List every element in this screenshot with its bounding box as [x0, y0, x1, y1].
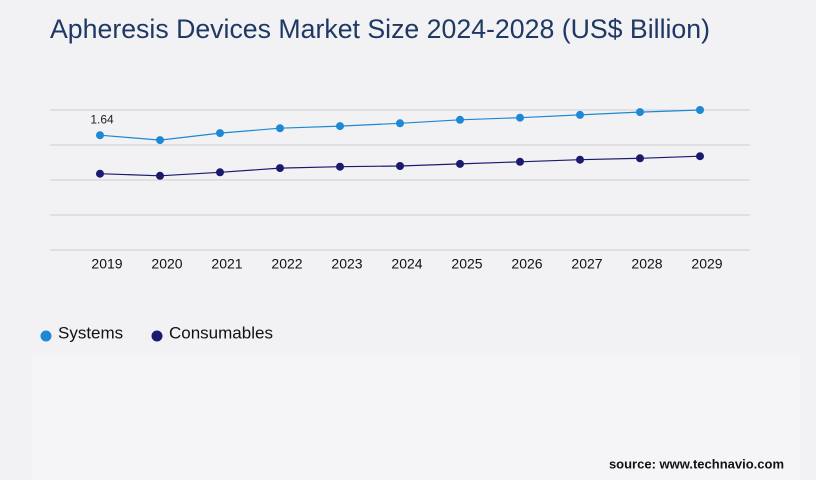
- data-point: [516, 113, 524, 122]
- x-tick-label: 2024: [391, 256, 422, 272]
- data-point: [456, 115, 464, 124]
- data-point: [516, 157, 524, 166]
- data-point: [636, 154, 644, 163]
- x-tick-label: 2027: [571, 256, 602, 272]
- data-point: [96, 169, 104, 178]
- data-point: [696, 106, 704, 114]
- data-point: [156, 171, 164, 180]
- data-point: [336, 122, 344, 131]
- data-point: [636, 108, 644, 117]
- data-point: [216, 129, 224, 138]
- x-tick-label: 2025: [451, 256, 482, 272]
- x-tick-label: 2029: [691, 256, 722, 272]
- data-point: [156, 136, 164, 145]
- data-point: [96, 131, 104, 140]
- x-tick-label: 2022: [271, 256, 302, 272]
- data-point: [696, 152, 704, 161]
- lower-panel: [32, 355, 800, 480]
- chart-title: Apheresis Devices Market Size 2024-2028 …: [50, 14, 710, 44]
- data-point: [396, 119, 404, 128]
- data-point: [576, 110, 584, 119]
- data-point: [276, 124, 284, 133]
- data-point: [216, 168, 224, 177]
- source: source: www.technavio.com: [609, 456, 784, 471]
- x-tick-label: 2021: [211, 256, 242, 272]
- x-tick-label: 2023: [331, 256, 362, 272]
- data-point: [576, 155, 584, 164]
- x-tick-label: 2028: [631, 256, 662, 272]
- legend-marker: [151, 330, 163, 342]
- legend-marker: [40, 330, 52, 342]
- legend-label: Consumables: [169, 323, 273, 342]
- data-point: [396, 162, 404, 170]
- x-tick-label: 2020: [151, 256, 182, 272]
- x-tick-label: 2019: [91, 256, 122, 272]
- legend-label: Systems: [58, 323, 123, 342]
- x-tick-label: 2026: [511, 256, 542, 272]
- data-point: [276, 164, 284, 173]
- data-point: [456, 159, 464, 168]
- data-point: [336, 162, 344, 171]
- data-label: 1.64: [90, 112, 114, 126]
